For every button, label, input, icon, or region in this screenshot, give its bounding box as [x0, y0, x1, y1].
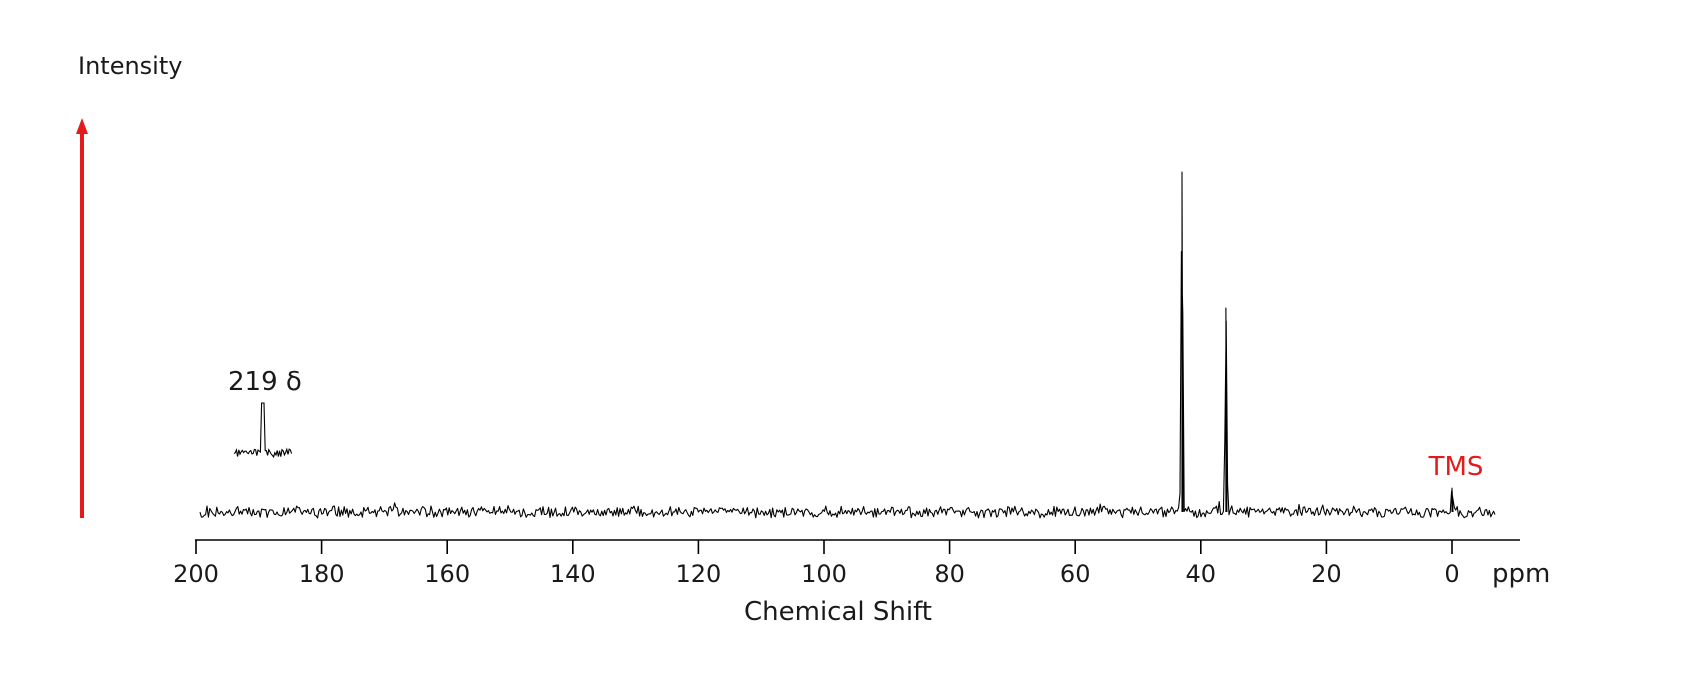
x-axis-tick-labels: 200 180 160 140 120 100 80 60 40 20 0: [173, 560, 1460, 588]
inset-peak-label: 219 δ: [228, 367, 302, 397]
inset-spectrum-trace: [233, 402, 293, 459]
x-tick-label-80: 80: [934, 560, 965, 588]
x-axis-ticks: [195, 540, 1453, 554]
x-tick-label-140: 140: [550, 560, 596, 588]
tms-annotation: TMS: [1428, 452, 1484, 482]
x-tick-label-40: 40: [1186, 560, 1217, 588]
intensity-arrow-head: [76, 118, 88, 134]
x-tick-label-100: 100: [801, 560, 847, 588]
x-tick-label-200: 200: [173, 560, 219, 588]
x-tick-label-60: 60: [1060, 560, 1091, 588]
x-tick-label-120: 120: [675, 560, 721, 588]
x-axis-unit: ppm: [1492, 559, 1550, 589]
y-axis-title: Intensity: [78, 52, 182, 80]
x-tick-label-0: 0: [1444, 560, 1459, 588]
x-axis-title: Chemical Shift: [744, 597, 932, 627]
x-tick-label-180: 180: [299, 560, 345, 588]
x-tick-label-20: 20: [1311, 560, 1342, 588]
x-tick-label-160: 160: [424, 560, 470, 588]
spectrum-trace: [199, 171, 1496, 519]
